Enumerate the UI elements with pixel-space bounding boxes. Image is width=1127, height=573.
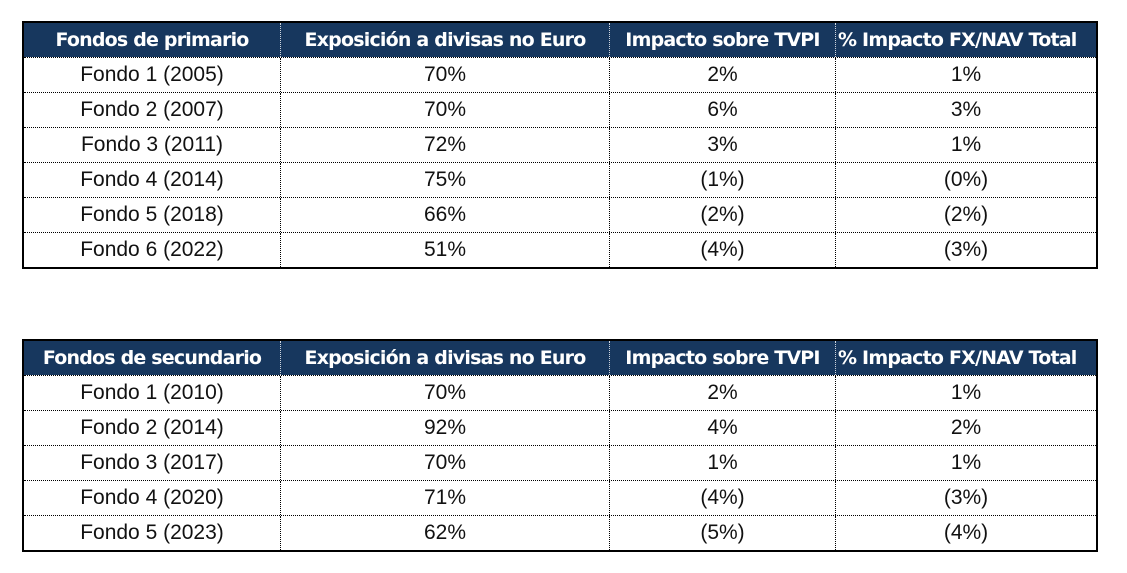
exposure-cell[interactable]: 92% [281, 411, 610, 445]
fx-nav-impact-cell[interactable]: 1% [950, 381, 982, 404]
fund-name-cell[interactable]: Fondo 6 (2022) [24, 233, 281, 267]
exposure-cell[interactable]: 72% [281, 128, 610, 162]
tvpi-impact-cell[interactable]: (2%) [610, 198, 836, 232]
table-row: Fondo 4 (2014) 75% (1%) (0%) [24, 162, 1096, 197]
table-header-row: Fondos de primario Exposición a divisas … [24, 23, 1096, 57]
fund-name-cell[interactable]: Fondo 3 (2017) [24, 446, 281, 480]
exposure-cell[interactable]: 71% [281, 481, 610, 515]
exposure-cell[interactable]: 75% [281, 163, 610, 197]
header-cell-fx-nav-impact[interactable]: % Impacto FX/NAV Total [838, 347, 1077, 369]
fx-nav-impact-cell[interactable]: 3% [950, 98, 982, 121]
exposure-cell[interactable]: 70% [281, 93, 610, 127]
primary-funds-table: Fondos de primario Exposición a divisas … [22, 21, 1098, 269]
fx-nav-impact-cell[interactable]: 1% [950, 133, 982, 156]
fx-nav-impact-cell[interactable]: (0%) [943, 168, 989, 191]
fx-nav-impact-cell[interactable]: 1% [950, 451, 982, 474]
tvpi-impact-cell[interactable]: 1% [610, 446, 836, 480]
header-cell-fx-nav-impact[interactable]: % Impacto FX/NAV Total [838, 29, 1077, 51]
exposure-cell[interactable]: 66% [281, 198, 610, 232]
fund-name-cell[interactable]: Fondo 1 (2005) [24, 58, 281, 92]
table-row: Fondo 5 (2018) 66% (2%) (2%) [24, 197, 1096, 232]
fx-nav-impact-cell[interactable]: 1% [950, 63, 982, 86]
table-row: Fondo 3 (2017) 70% 1% 1% [24, 445, 1096, 480]
fx-nav-impact-cell[interactable]: 2% [950, 416, 982, 439]
fx-nav-impact-cell[interactable]: (3%) [943, 238, 989, 261]
table-row: Fondo 5 (2023) 62% (5%) (4%) [24, 515, 1096, 550]
exposure-cell[interactable]: 62% [281, 516, 610, 550]
fund-name-cell[interactable]: Fondo 5 (2023) [24, 516, 281, 550]
tvpi-impact-cell[interactable]: (1%) [610, 163, 836, 197]
fund-name-cell[interactable]: Fondo 1 (2010) [24, 376, 281, 410]
exposure-cell[interactable]: 70% [281, 376, 610, 410]
fx-nav-impact-cell[interactable]: (3%) [943, 486, 989, 509]
table-header-row: Fondos de secundario Exposición a divisa… [24, 341, 1096, 375]
table-row: Fondo 3 (2011) 72% 3% 1% [24, 127, 1096, 162]
header-cell-fund[interactable]: Fondos de secundario [24, 341, 281, 375]
fx-nav-impact-cell[interactable]: (2%) [943, 203, 989, 226]
fund-name-cell[interactable]: Fondo 5 (2018) [24, 198, 281, 232]
fund-name-cell[interactable]: Fondo 4 (2014) [24, 163, 281, 197]
fund-name-cell[interactable]: Fondo 2 (2014) [24, 411, 281, 445]
table-row: Fondo 4 (2020) 71% (4%) (3%) [24, 480, 1096, 515]
tvpi-impact-cell[interactable]: 2% [610, 376, 836, 410]
tvpi-impact-cell[interactable]: (4%) [610, 233, 836, 267]
header-cell-tvpi-impact[interactable]: Impacto sobre TVPI [610, 341, 836, 375]
tvpi-impact-cell[interactable]: 3% [610, 128, 836, 162]
tvpi-impact-cell[interactable]: (5%) [610, 516, 836, 550]
table-row: Fondo 2 (2007) 70% 6% 3% [24, 92, 1096, 127]
fund-name-cell[interactable]: Fondo 3 (2011) [24, 128, 281, 162]
table-row: Fondo 1 (2010) 70% 2% 1% [24, 375, 1096, 410]
exposure-cell[interactable]: 70% [281, 58, 610, 92]
header-cell-exposure[interactable]: Exposición a divisas no Euro [281, 23, 610, 57]
table-row: Fondo 6 (2022) 51% (4%) (3%) [24, 232, 1096, 267]
exposure-cell[interactable]: 70% [281, 446, 610, 480]
table-row: Fondo 2 (2014) 92% 4% 2% [24, 410, 1096, 445]
exposure-cell[interactable]: 51% [281, 233, 610, 267]
tvpi-impact-cell[interactable]: 4% [610, 411, 836, 445]
tvpi-impact-cell[interactable]: 2% [610, 58, 836, 92]
fund-name-cell[interactable]: Fondo 2 (2007) [24, 93, 281, 127]
secondary-funds-table: Fondos de secundario Exposición a divisa… [22, 339, 1098, 552]
tvpi-impact-cell[interactable]: (4%) [610, 481, 836, 515]
fund-name-cell[interactable]: Fondo 4 (2020) [24, 481, 281, 515]
fx-nav-impact-cell[interactable]: (4%) [943, 521, 989, 544]
table-row: Fondo 1 (2005) 70% 2% 1% [24, 57, 1096, 92]
tvpi-impact-cell[interactable]: 6% [610, 93, 836, 127]
header-cell-exposure[interactable]: Exposición a divisas no Euro [281, 341, 610, 375]
header-cell-tvpi-impact[interactable]: Impacto sobre TVPI [610, 23, 836, 57]
header-cell-fund[interactable]: Fondos de primario [24, 23, 281, 57]
